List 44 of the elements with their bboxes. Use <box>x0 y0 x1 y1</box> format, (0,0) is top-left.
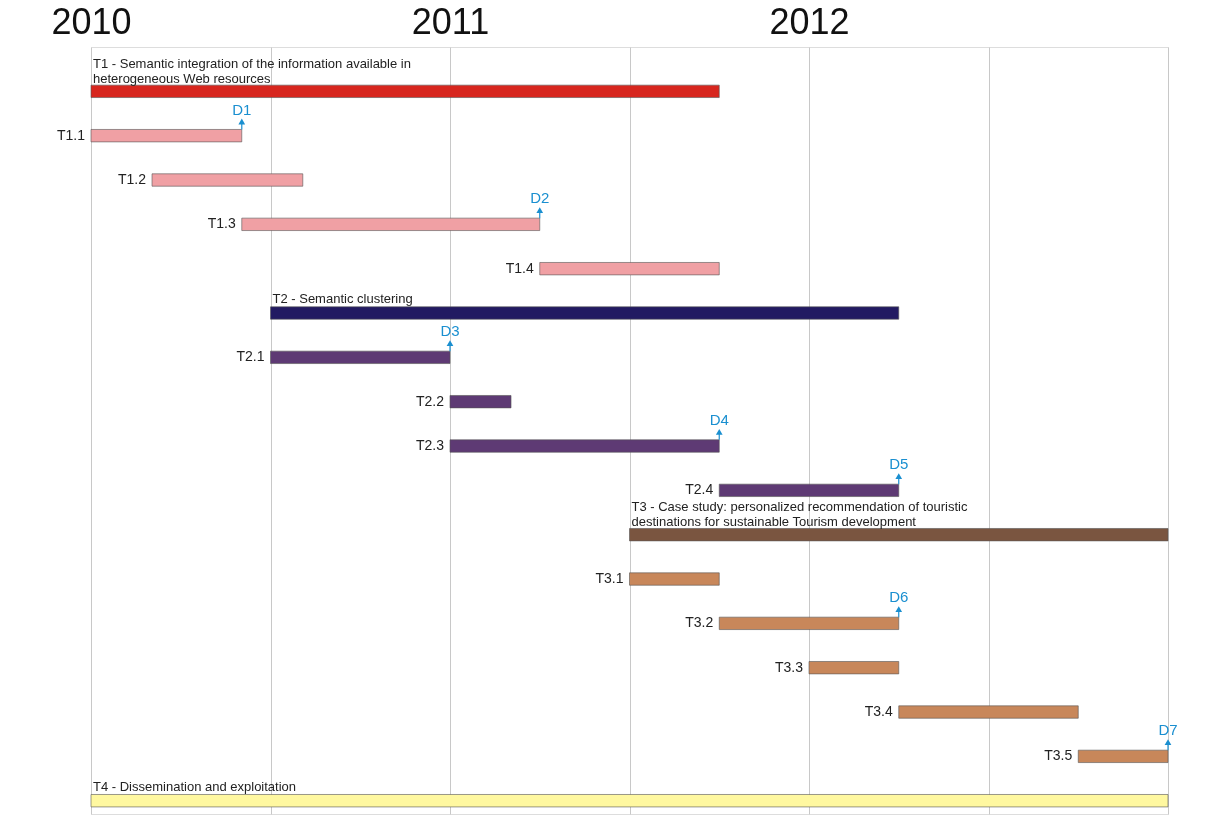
bar <box>718 483 900 497</box>
x-tick-label: 2012 <box>769 0 850 42</box>
y-tick-label: T2.4 <box>685 481 714 498</box>
bar <box>151 173 304 187</box>
y-tick-label: T1 - Semantic integration of the information available in heterogeneous Web resources <box>93 55 411 86</box>
bar <box>449 395 512 409</box>
x-tick-label: 2010 <box>51 0 132 42</box>
annotation: D5 <box>889 455 909 473</box>
y-tick-label: T1.3 <box>207 215 236 232</box>
bar <box>629 528 1169 542</box>
y-tick-label: T1.2 <box>118 171 147 188</box>
y-tick-label: T3.2 <box>685 614 714 631</box>
annotation: D6 <box>889 588 909 606</box>
y-tick-label: T3.5 <box>1044 747 1073 764</box>
y-tick-label: T4 - Dissemination and exploitation <box>93 778 297 794</box>
bar <box>539 262 720 276</box>
y-tick-label: T3 - Case study: personalized recommendation of touristic destinations for sustainable Tourism development <box>631 499 968 530</box>
bar <box>241 217 541 231</box>
bar <box>629 572 720 586</box>
annotation: D3 <box>440 322 460 340</box>
y-tick-label: T1.1 <box>56 126 86 143</box>
bar <box>808 661 900 675</box>
bar <box>270 350 451 364</box>
annotation: D2 <box>530 189 550 207</box>
bar <box>718 616 900 630</box>
annotation: D7 <box>1158 721 1178 739</box>
y-tick-label: T2.3 <box>415 437 445 454</box>
x-tick-label: 2011 <box>411 0 490 42</box>
y-tick-label: T3.3 <box>774 658 804 675</box>
bar <box>270 306 900 320</box>
y-tick-label: T2.2 <box>415 392 445 409</box>
bar <box>90 129 243 143</box>
bar <box>449 439 720 453</box>
bar <box>90 84 720 98</box>
y-tick-label: T3.4 <box>864 703 893 720</box>
annotation: D1 <box>232 100 252 118</box>
y-tick-label: T3.1 <box>595 570 624 587</box>
bar <box>90 794 1169 808</box>
annotation: D4 <box>709 410 729 428</box>
bar <box>1077 749 1169 763</box>
y-tick-label: T1.4 <box>505 259 534 276</box>
y-tick-label: T2.1 <box>236 348 265 365</box>
y-tick-label: T2 - Semantic clustering <box>272 290 413 306</box>
bar <box>898 705 1079 719</box>
